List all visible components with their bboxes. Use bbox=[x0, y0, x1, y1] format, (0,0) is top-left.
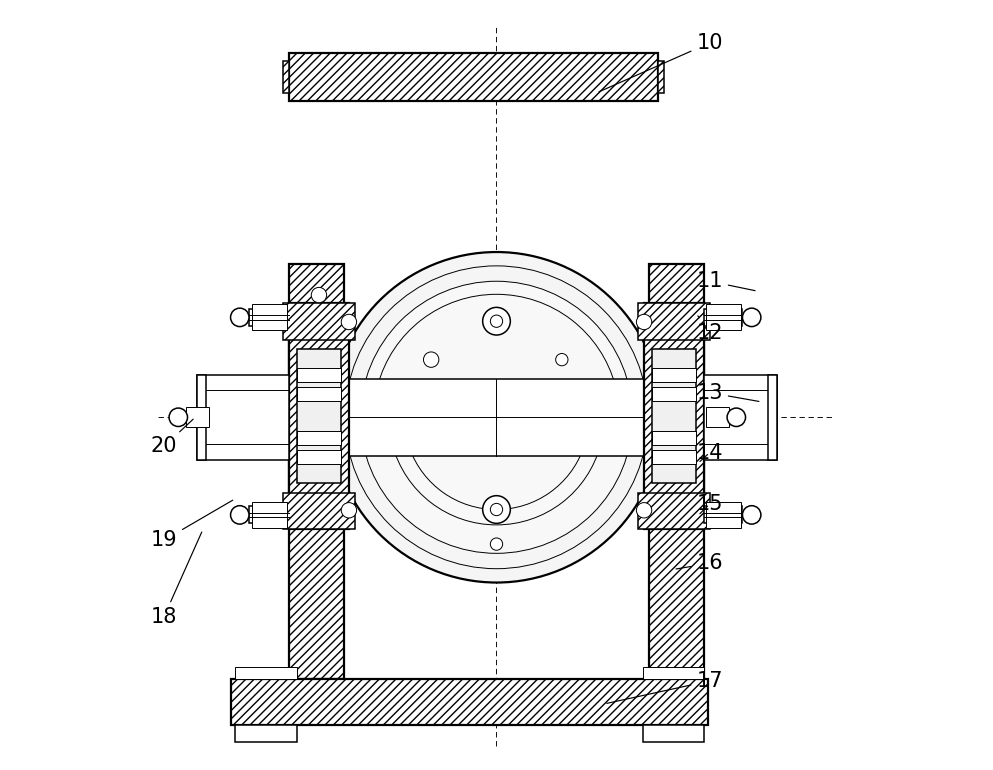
Text: 15: 15 bbox=[696, 494, 723, 514]
Text: 13: 13 bbox=[696, 383, 759, 403]
Bar bbox=[249, 507, 287, 524]
Bar bbox=[186, 407, 210, 427]
Bar bbox=[252, 502, 287, 528]
Circle shape bbox=[342, 314, 356, 330]
Bar bbox=[283, 61, 289, 93]
Bar bbox=[706, 502, 741, 528]
Circle shape bbox=[230, 506, 249, 524]
Bar bbox=[648, 303, 704, 530]
Circle shape bbox=[556, 353, 568, 366]
Bar bbox=[231, 679, 708, 725]
Bar bbox=[704, 507, 743, 524]
Bar bbox=[289, 303, 345, 530]
Circle shape bbox=[491, 538, 502, 551]
Circle shape bbox=[342, 503, 356, 518]
Bar bbox=[297, 450, 342, 464]
Text: 11: 11 bbox=[696, 271, 755, 291]
Bar bbox=[651, 349, 696, 484]
Bar bbox=[283, 493, 355, 530]
Circle shape bbox=[743, 506, 761, 524]
Circle shape bbox=[637, 503, 651, 518]
Bar bbox=[197, 375, 206, 460]
Circle shape bbox=[727, 408, 746, 427]
Bar bbox=[651, 431, 696, 445]
Bar bbox=[642, 725, 704, 742]
Bar bbox=[706, 407, 729, 427]
Text: 18: 18 bbox=[151, 532, 202, 627]
Bar bbox=[651, 368, 696, 382]
Bar bbox=[235, 667, 297, 679]
Text: 16: 16 bbox=[676, 554, 723, 574]
Bar bbox=[706, 304, 741, 330]
Circle shape bbox=[491, 504, 502, 516]
Text: 14: 14 bbox=[696, 443, 723, 463]
Bar bbox=[297, 368, 342, 382]
Bar bbox=[289, 303, 349, 530]
Bar bbox=[768, 375, 778, 460]
Bar bbox=[658, 61, 664, 93]
Bar bbox=[642, 667, 704, 679]
Circle shape bbox=[230, 308, 249, 326]
Circle shape bbox=[637, 314, 651, 330]
Circle shape bbox=[483, 307, 510, 335]
Bar bbox=[289, 53, 658, 101]
Bar bbox=[297, 431, 342, 445]
Bar bbox=[704, 375, 778, 460]
Circle shape bbox=[423, 352, 439, 367]
Bar bbox=[249, 309, 287, 326]
Circle shape bbox=[483, 496, 510, 524]
Bar bbox=[297, 349, 342, 484]
Circle shape bbox=[311, 287, 327, 303]
Bar bbox=[704, 309, 743, 326]
Bar bbox=[215, 379, 778, 456]
Circle shape bbox=[360, 281, 633, 554]
Bar bbox=[651, 387, 696, 401]
Bar bbox=[197, 375, 289, 460]
Bar bbox=[638, 303, 710, 340]
Circle shape bbox=[346, 266, 647, 569]
Bar bbox=[651, 450, 696, 464]
Circle shape bbox=[491, 315, 502, 327]
Text: 17: 17 bbox=[607, 671, 723, 703]
Text: 10: 10 bbox=[599, 33, 723, 92]
Circle shape bbox=[169, 408, 188, 427]
Bar bbox=[297, 387, 342, 401]
Bar bbox=[252, 304, 287, 330]
Circle shape bbox=[332, 252, 661, 583]
Bar bbox=[289, 264, 345, 679]
Text: 20: 20 bbox=[151, 419, 194, 457]
Bar bbox=[283, 303, 355, 340]
Bar bbox=[648, 264, 704, 679]
Bar bbox=[638, 493, 710, 530]
Bar bbox=[235, 725, 297, 742]
Text: 12: 12 bbox=[696, 316, 723, 343]
Bar bbox=[644, 303, 704, 530]
Text: 19: 19 bbox=[151, 500, 232, 551]
Circle shape bbox=[743, 308, 761, 326]
